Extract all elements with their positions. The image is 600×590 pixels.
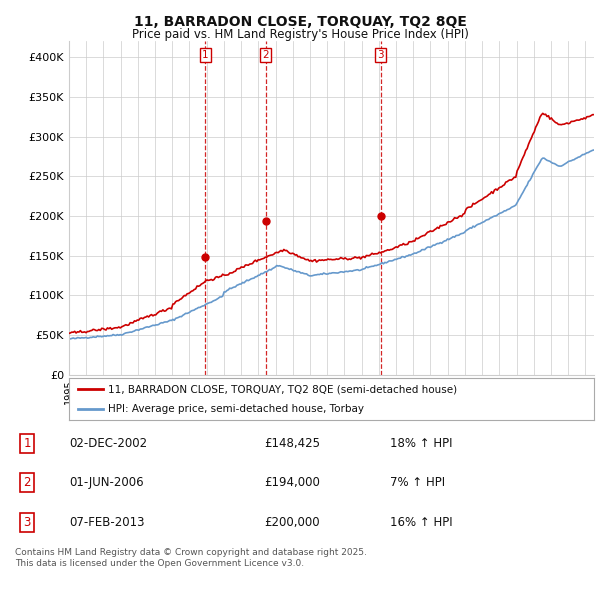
Text: 02-DEC-2002: 02-DEC-2002 (69, 437, 147, 450)
Text: 1: 1 (202, 50, 209, 60)
Text: 16% ↑ HPI: 16% ↑ HPI (390, 516, 452, 529)
Text: HPI: Average price, semi-detached house, Torbay: HPI: Average price, semi-detached house,… (109, 404, 364, 414)
Text: Contains HM Land Registry data © Crown copyright and database right 2025.
This d: Contains HM Land Registry data © Crown c… (15, 548, 367, 568)
Text: 11, BARRADON CLOSE, TORQUAY, TQ2 8QE: 11, BARRADON CLOSE, TORQUAY, TQ2 8QE (134, 15, 466, 30)
Text: 1: 1 (23, 437, 31, 450)
Text: 07-FEB-2013: 07-FEB-2013 (69, 516, 145, 529)
Text: 01-JUN-2006: 01-JUN-2006 (69, 476, 143, 490)
Text: Price paid vs. HM Land Registry's House Price Index (HPI): Price paid vs. HM Land Registry's House … (131, 28, 469, 41)
Text: £200,000: £200,000 (264, 516, 320, 529)
Text: 7% ↑ HPI: 7% ↑ HPI (390, 476, 445, 490)
Text: £148,425: £148,425 (264, 437, 320, 450)
Text: 2: 2 (23, 476, 31, 490)
Text: £194,000: £194,000 (264, 476, 320, 490)
Text: 2: 2 (262, 50, 269, 60)
Text: 3: 3 (377, 50, 384, 60)
Text: 11, BARRADON CLOSE, TORQUAY, TQ2 8QE (semi-detached house): 11, BARRADON CLOSE, TORQUAY, TQ2 8QE (se… (109, 384, 458, 394)
Text: 3: 3 (23, 516, 31, 529)
Text: 18% ↑ HPI: 18% ↑ HPI (390, 437, 452, 450)
